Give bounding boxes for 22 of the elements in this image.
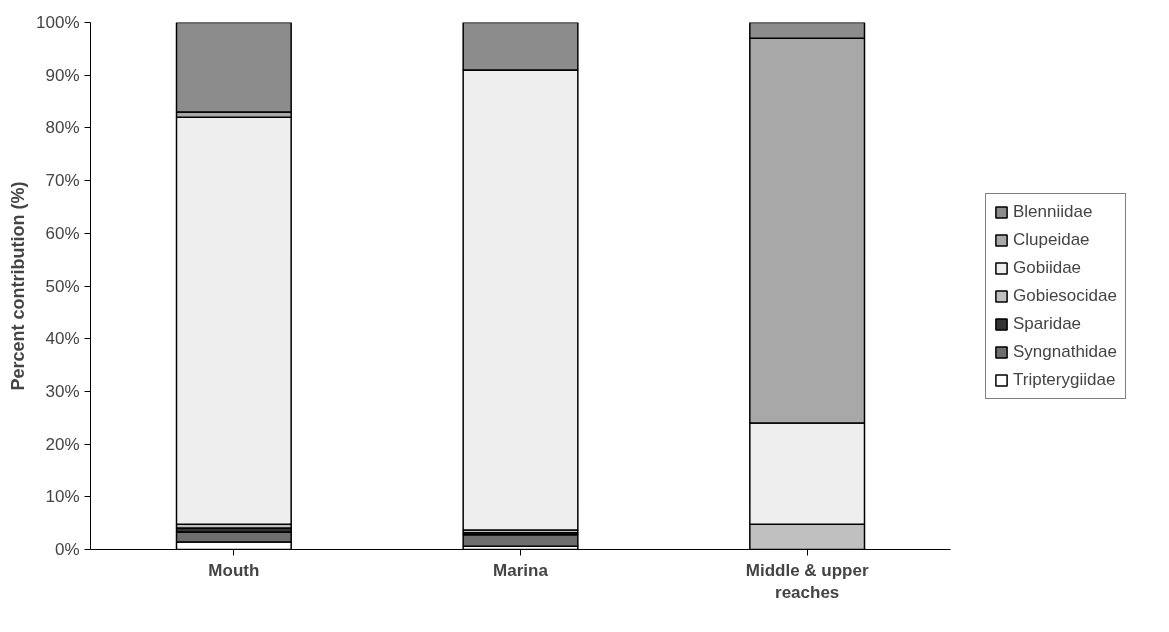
legend-label: Blenniidae: [1013, 202, 1093, 222]
x-tick-label: Marina: [493, 560, 549, 580]
y-tick-label: 10%: [45, 487, 80, 507]
legend-label: Tripterygiidae: [1013, 370, 1116, 390]
y-tick-label: 40%: [45, 329, 80, 349]
legend-label: Sparidae: [1013, 314, 1082, 334]
legend-label: Gobiesocidae: [1013, 286, 1117, 306]
y-tick-label: 80%: [45, 118, 80, 138]
legend-label: Syngnathidae: [1013, 342, 1117, 362]
legend-label: Gobiidae: [1013, 258, 1082, 278]
y-tick-label: 60%: [45, 223, 80, 243]
legend-label: Clupeidae: [1013, 230, 1090, 250]
y-tick-label: 90%: [45, 65, 80, 85]
x-tick-label: Middle & upper reaches: [745, 560, 869, 603]
y-tick-label: 30%: [45, 381, 80, 401]
y-tick-label: 20%: [45, 434, 80, 454]
y-tick-label: 0%: [54, 540, 80, 559]
y-tick-label: 70%: [45, 171, 80, 191]
y-axis-title: Percent contribution (%): [8, 181, 29, 391]
y-tick-label: 100%: [36, 13, 80, 32]
y-tick-label: 50%: [45, 276, 80, 296]
x-tick-label: Mouth: [208, 560, 260, 580]
